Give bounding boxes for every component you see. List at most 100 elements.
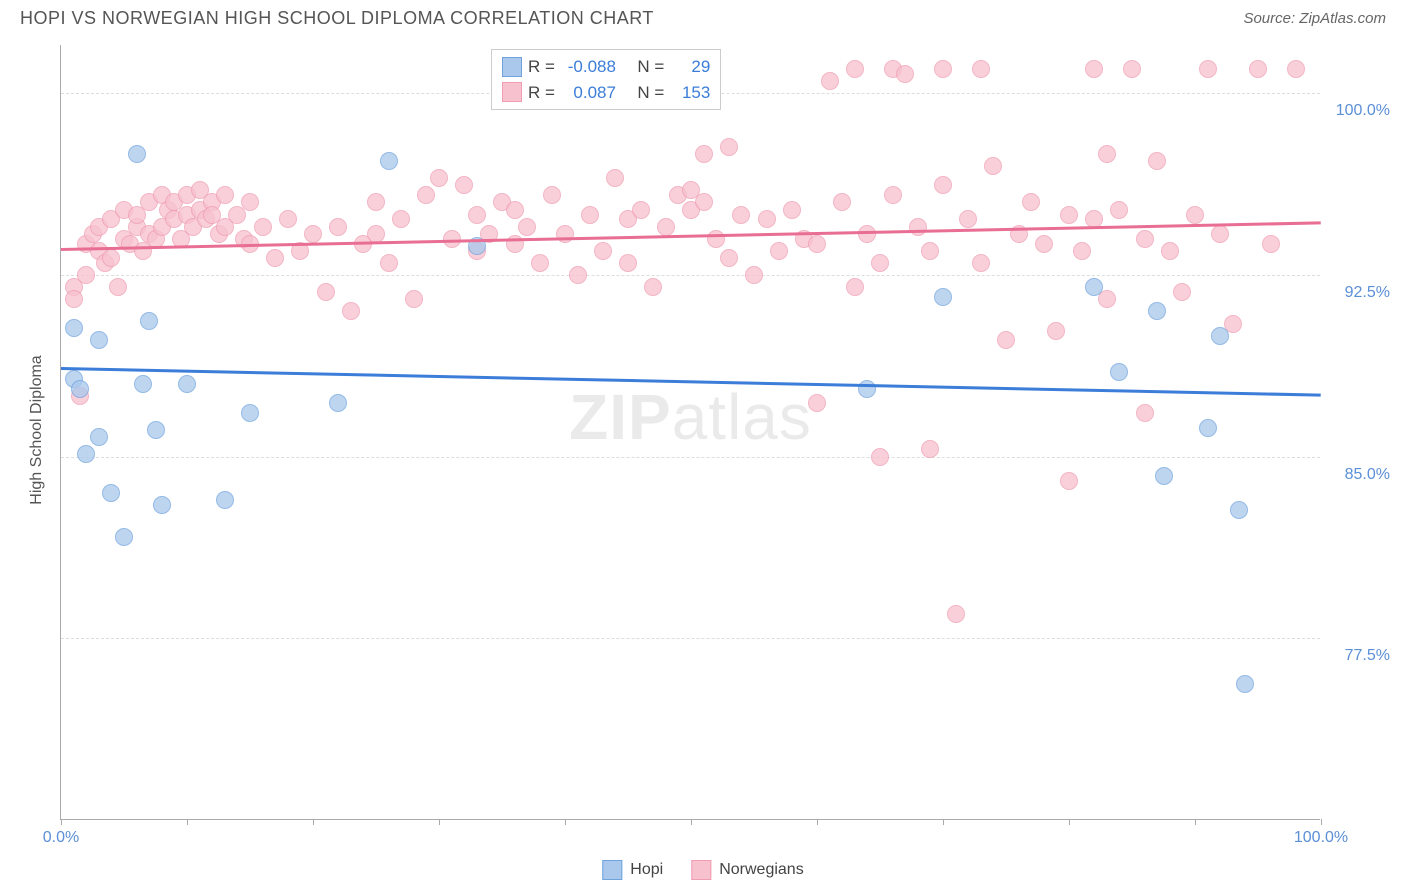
data-point — [871, 254, 889, 272]
data-point — [858, 225, 876, 243]
data-point — [1110, 363, 1128, 381]
chart-title: HOPI VS NORWEGIAN HIGH SCHOOL DIPLOMA CO… — [20, 8, 654, 29]
data-point — [1262, 235, 1280, 253]
data-point — [921, 440, 939, 458]
chart-header: HOPI VS NORWEGIAN HIGH SCHOOL DIPLOMA CO… — [0, 0, 1406, 33]
data-point — [304, 225, 322, 243]
watermark: ZIPatlas — [569, 380, 812, 454]
stat-r-value: -0.088 — [561, 54, 616, 80]
data-point — [581, 206, 599, 224]
data-point — [468, 206, 486, 224]
data-point — [531, 254, 549, 272]
data-point — [732, 206, 750, 224]
data-point — [216, 186, 234, 204]
data-point — [569, 266, 587, 284]
data-point — [153, 496, 171, 514]
data-point — [1085, 60, 1103, 78]
data-point — [77, 266, 95, 284]
data-point — [606, 169, 624, 187]
data-point — [846, 278, 864, 296]
data-point — [1047, 322, 1065, 340]
stat-n-label: N = — [637, 54, 664, 80]
data-point — [871, 448, 889, 466]
data-point — [1211, 327, 1229, 345]
gridline — [61, 275, 1320, 276]
chart-legend: Hopi Norwegians — [602, 860, 803, 880]
data-point — [1173, 283, 1191, 301]
data-point — [619, 254, 637, 272]
data-point — [241, 193, 259, 211]
data-point — [455, 176, 473, 194]
x-tick — [943, 819, 944, 825]
data-point — [430, 169, 448, 187]
stats-row: R =-0.088 N =29 — [502, 54, 710, 80]
data-point — [1035, 235, 1053, 253]
data-point — [720, 249, 738, 267]
data-point — [720, 138, 738, 156]
data-point — [770, 242, 788, 260]
data-point — [380, 254, 398, 272]
data-point — [959, 210, 977, 228]
stat-r-value: 0.087 — [561, 80, 616, 106]
data-point — [279, 210, 297, 228]
x-tick-label: 0.0% — [43, 829, 79, 847]
data-point — [329, 394, 347, 412]
data-point — [921, 242, 939, 260]
data-point — [997, 331, 1015, 349]
data-point — [821, 72, 839, 90]
scatter-chart: ZIPatlas 77.5%85.0%92.5%100.0%0.0%100.0%… — [60, 45, 1320, 820]
data-point — [1230, 501, 1248, 519]
data-point — [909, 218, 927, 236]
x-tick — [187, 819, 188, 825]
legend-label: Hopi — [630, 861, 663, 879]
data-point — [632, 201, 650, 219]
stat-n-value: 29 — [670, 54, 710, 80]
y-tick-label: 100.0% — [1336, 102, 1390, 120]
data-point — [380, 152, 398, 170]
x-tick — [439, 819, 440, 825]
data-point — [934, 60, 952, 78]
legend-swatch — [602, 860, 622, 880]
x-tick — [1195, 819, 1196, 825]
data-point — [405, 290, 423, 308]
data-point — [266, 249, 284, 267]
data-point — [147, 421, 165, 439]
data-point — [128, 145, 146, 163]
legend-swatch — [502, 57, 522, 77]
data-point — [216, 491, 234, 509]
data-point — [1085, 278, 1103, 296]
data-point — [1287, 60, 1305, 78]
data-point — [1110, 201, 1128, 219]
data-point — [71, 380, 89, 398]
data-point — [1148, 152, 1166, 170]
data-point — [115, 528, 133, 546]
stat-r-label: R = — [528, 80, 555, 106]
data-point — [695, 193, 713, 211]
data-point — [417, 186, 435, 204]
data-point — [140, 312, 158, 330]
legend-swatch — [502, 82, 522, 102]
x-tick — [1321, 819, 1322, 825]
data-point — [896, 65, 914, 83]
stat-n-label: N = — [637, 80, 664, 106]
data-point — [65, 290, 83, 308]
data-point — [317, 283, 335, 301]
data-point — [65, 319, 83, 337]
data-point — [594, 242, 612, 260]
data-point — [1249, 60, 1267, 78]
data-point — [342, 302, 360, 320]
x-tick — [1069, 819, 1070, 825]
data-point — [846, 60, 864, 78]
stats-legend: R =-0.088 N =29R =0.087 N =153 — [491, 49, 721, 110]
data-point — [1136, 404, 1154, 422]
legend-item: Hopi — [602, 860, 663, 880]
legend-item: Norwegians — [691, 860, 803, 880]
data-point — [102, 484, 120, 502]
data-point — [506, 201, 524, 219]
data-point — [657, 218, 675, 236]
data-point — [556, 225, 574, 243]
data-point — [367, 193, 385, 211]
data-point — [1199, 60, 1217, 78]
legend-label: Norwegians — [719, 861, 803, 879]
data-point — [102, 249, 120, 267]
